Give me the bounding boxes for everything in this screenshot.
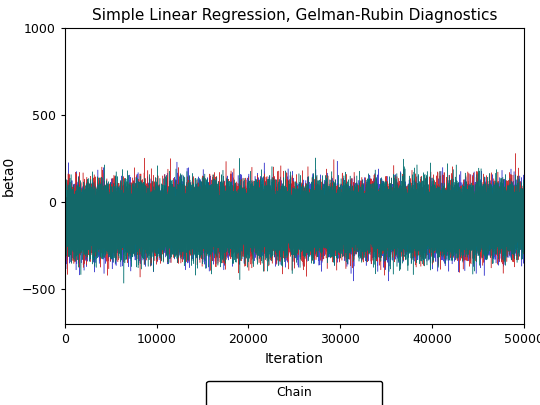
X-axis label: Iteration: Iteration xyxy=(265,352,324,366)
Y-axis label: beta0: beta0 xyxy=(2,156,16,196)
Legend: 1, 2, 3: 1, 2, 3 xyxy=(206,381,382,405)
Title: Simple Linear Regression, Gelman-Rubin Diagnostics: Simple Linear Regression, Gelman-Rubin D… xyxy=(92,8,497,23)
